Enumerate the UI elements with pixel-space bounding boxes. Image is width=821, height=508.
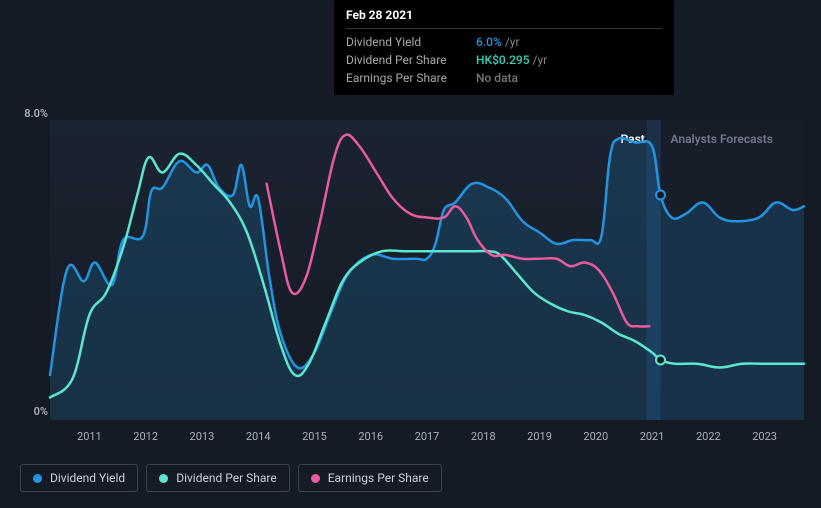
tooltip-rows: Dividend Yield6.0%/yrDividend Per ShareH… <box>346 33 662 87</box>
tooltip-row-value: 6.0% <box>476 35 502 49</box>
series-marker <box>656 191 665 200</box>
tooltip-row: Dividend Per ShareHK$0.295/yr <box>346 51 662 69</box>
x-tick: 2013 <box>190 430 215 443</box>
tooltip-row-value: HK$0.295 <box>476 53 530 67</box>
legend-dot-icon <box>311 474 320 483</box>
series-area <box>50 138 804 420</box>
legend-dot-icon <box>159 474 168 483</box>
x-tick: 2020 <box>583 430 608 443</box>
series-marker <box>656 356 665 365</box>
tooltip-row-value: No data <box>476 71 518 85</box>
legend-label: Dividend Per Share <box>176 471 277 485</box>
y-axis-max: 8.0% <box>24 107 48 120</box>
x-tick: 2016 <box>358 430 383 443</box>
x-tick: 2019 <box>527 430 552 443</box>
tooltip-date: Feb 28 2021 <box>346 8 662 29</box>
x-tick: 2021 <box>640 430 665 443</box>
legend-item[interactable]: Dividend Per Share <box>146 464 290 492</box>
x-tick: 2011 <box>77 430 102 443</box>
legend-item[interactable]: Dividend Yield <box>20 464 138 492</box>
x-tick: 2015 <box>302 430 327 443</box>
x-tick: 2014 <box>246 430 271 443</box>
chart-plot-area[interactable]: Past Analysts Forecasts <box>50 120 804 420</box>
y-axis-min: 0% <box>34 405 48 418</box>
tooltip-row: Earnings Per ShareNo data <box>346 69 662 87</box>
legend-label: Earnings Per Share <box>328 471 429 485</box>
x-tick: 2018 <box>471 430 496 443</box>
legend: Dividend Yield Dividend Per Share Earnings… <box>20 464 442 492</box>
tooltip-row-suffix: /yr <box>533 53 548 67</box>
legend-item[interactable]: Earnings Per Share <box>298 464 442 492</box>
tooltip: Feb 28 2021 Dividend Yield6.0%/yrDividen… <box>334 0 674 95</box>
x-tick: 2022 <box>696 430 721 443</box>
x-tick: 2012 <box>133 430 158 443</box>
tooltip-row-label: Dividend Per Share <box>346 53 476 67</box>
legend-dot-icon <box>33 474 42 483</box>
tooltip-row-suffix: /yr <box>505 35 520 49</box>
x-tick: 2017 <box>415 430 440 443</box>
tooltip-row: Dividend Yield6.0%/yr <box>346 33 662 51</box>
x-tick: 2023 <box>752 430 777 443</box>
chart-svg <box>50 120 804 420</box>
legend-label: Dividend Yield <box>50 471 125 485</box>
tooltip-row-label: Earnings Per Share <box>346 71 476 85</box>
tooltip-row-label: Dividend Yield <box>346 35 476 49</box>
